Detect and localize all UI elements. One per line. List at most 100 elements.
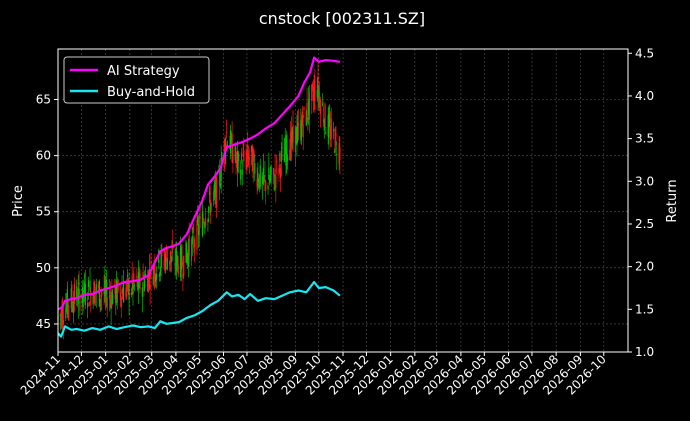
candle-down-body (150, 261, 152, 265)
candle-down-body (319, 99, 321, 115)
candle-down-body (235, 159, 237, 163)
candle-up-body (261, 176, 264, 185)
candle-down-body (297, 123, 300, 126)
candle-down-body (182, 273, 184, 278)
candle-down-body (278, 168, 280, 176)
y-right-tick-label: 2.0 (635, 260, 654, 274)
candle-down-body (143, 282, 145, 292)
candle-up-body (254, 163, 256, 174)
candle-up-body (212, 193, 214, 195)
candle-up-body (147, 276, 149, 292)
candle-up-body (327, 115, 329, 137)
candle-down-body (247, 153, 250, 165)
candle-up-body (186, 252, 188, 264)
candle-down-body (119, 292, 122, 300)
candle-up-body (176, 250, 178, 271)
grid (57, 49, 628, 352)
candle-down-body (111, 289, 113, 306)
candle-down-body (199, 216, 201, 219)
candle-down-body (290, 127, 293, 147)
candle-down-body (334, 128, 336, 153)
candle-up-body (300, 119, 302, 141)
candle-down-body (183, 255, 185, 277)
candle-down-body (240, 152, 243, 162)
candle-down-body (98, 285, 100, 289)
candle-up-body (98, 280, 100, 306)
candle-down-body (149, 283, 151, 290)
candle-down-body (253, 150, 255, 157)
candle-down-body (100, 295, 102, 298)
candle-down-body (103, 289, 105, 295)
candle-down-body (248, 156, 250, 160)
candle-down-body (302, 124, 304, 138)
candle-up-body (291, 130, 293, 141)
candle-down-body (329, 126, 332, 140)
candle-down-body (137, 282, 139, 290)
candlesticks (57, 61, 341, 340)
candle-up-body (230, 134, 232, 142)
candle-up-body (262, 167, 264, 184)
candle-down-body (88, 302, 90, 307)
legend-label: Buy-and-Hold (107, 85, 195, 100)
candle-down-body (165, 247, 168, 251)
candle-down-body (147, 271, 150, 288)
candle-up-body (187, 254, 189, 261)
candle-down-body (126, 282, 128, 290)
candle-up-body (72, 308, 74, 311)
candle-up-body (179, 246, 182, 278)
candle-down-body (335, 133, 337, 138)
candle-up-body (87, 303, 89, 308)
candle-down-body (314, 81, 316, 101)
candle-up-body (66, 288, 68, 315)
candle-up-body (132, 284, 134, 295)
candle-up-body (89, 280, 91, 291)
y-left-tick-label: 50 (36, 261, 51, 275)
candle-up-body (166, 258, 168, 270)
candle-up-body (95, 284, 97, 294)
candle-up-body (301, 123, 303, 137)
candle-down-body (60, 310, 62, 317)
y-axis-right: 1.0 1.5 2.0 2.5 3.0 3.5 4.0 4.5 (628, 46, 654, 359)
candle-down-body (127, 279, 129, 292)
candle-up-body (323, 120, 325, 131)
candle-down-body (78, 282, 80, 285)
candle-down-body (290, 131, 292, 158)
candle-down-body (190, 239, 193, 262)
candle-down-body (251, 146, 254, 172)
candle-down-body (231, 134, 233, 162)
candle-down-body (303, 107, 305, 111)
candle-up-body (197, 217, 199, 222)
y-right-tick-label: 3.0 (635, 174, 654, 188)
series-lines (57, 56, 341, 338)
candle-down-body (226, 141, 229, 148)
candle-up-body (83, 281, 86, 295)
candle-up-body (308, 99, 310, 116)
candle-up-body (65, 308, 67, 319)
y-left-tick-label: 55 (36, 205, 51, 219)
y-right-tick-label: 4.0 (635, 89, 654, 103)
candle-up-body (158, 274, 161, 277)
candle-up-body (264, 175, 266, 177)
candle-up-body (122, 283, 125, 303)
candle-down-body (219, 170, 221, 187)
candle-up-body (329, 119, 331, 124)
candle-up-body (318, 91, 320, 96)
candle-up-body (208, 191, 211, 196)
candle-down-body (136, 275, 138, 279)
candle-up-body (267, 185, 269, 190)
candle-down-body (294, 126, 296, 153)
candle-up-body (257, 172, 259, 183)
candle-down-body (163, 259, 165, 267)
candle-down-body (175, 248, 177, 263)
candle-up-body (152, 275, 154, 285)
candle-up-body (333, 129, 335, 132)
candle-up-body (99, 299, 101, 303)
candle-up-body (174, 263, 176, 266)
candle-up-body (180, 247, 182, 270)
series-line-ai-strategy (57, 56, 341, 311)
candle-up-body (208, 206, 210, 213)
candle-up-body (286, 134, 288, 159)
candle-up-body (328, 114, 330, 138)
candle-down-body (275, 176, 277, 188)
candle-down-body (62, 320, 65, 325)
